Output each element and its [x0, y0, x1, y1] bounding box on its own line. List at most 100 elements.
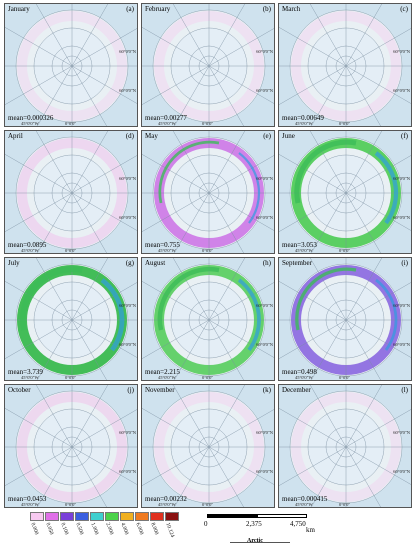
map-panel-june: June (f) mean=3.053 45°0'0"W 0°0'0" 60°0'0"N 6…: [278, 130, 412, 254]
lon-label-left: 45°0'0"W: [158, 375, 176, 380]
lon-label-mid: 0°0'0": [65, 121, 77, 126]
legend-tick-label: 0.000: [29, 522, 40, 536]
month-label: December: [282, 386, 311, 394]
panel-letter: (e): [263, 132, 271, 140]
lon-label-mid: 0°0'0": [339, 502, 351, 507]
lon-label-left: 45°0'0"W: [21, 121, 39, 126]
map-panel-november: November (k) mean=0.00232 45°0'0"W 0°0'0" 60°…: [141, 384, 275, 508]
lat-label-lower: 60°0'0"N: [256, 88, 273, 93]
mean-value: mean=0.00649: [282, 114, 324, 122]
panel-letter: (b): [262, 5, 271, 13]
lon-label-mid: 0°0'0": [65, 375, 77, 380]
scale-label-end: 4,750: [290, 520, 306, 528]
lat-label-lower: 60°0'0"N: [256, 342, 273, 347]
mean-value: mean=0.00232: [145, 495, 187, 503]
graticule-meridian: [279, 409, 411, 486]
map-panel-april: April (d) mean=0.0895 45°0'0"W 0°0'0" 60°0'0"…: [4, 130, 138, 254]
graticule-meridian: [142, 28, 274, 105]
legend-tick-label: 4.000: [119, 522, 130, 536]
month-label: August: [145, 259, 166, 267]
polar-map-may: [142, 131, 274, 253]
vegetation-band-west: [158, 140, 220, 204]
panel-letter: (f): [401, 132, 408, 140]
polar-map-march: [279, 4, 411, 126]
lat-label-lower: 60°0'0"N: [119, 88, 136, 93]
lat-label-lower: 60°0'0"N: [119, 342, 136, 347]
mean-value: mean=3.739: [8, 368, 43, 376]
mean-value: mean=0.000326: [8, 114, 54, 122]
scale-unit: km: [306, 526, 315, 534]
legend-swatch: [150, 512, 164, 521]
legend-tick-label: 0.100: [59, 522, 70, 536]
lat-label-lower: 60°0'0"N: [393, 342, 410, 347]
lon-label-mid: 0°0'0": [202, 121, 214, 126]
month-label: November: [145, 386, 175, 394]
lon-label-mid: 0°0'0": [202, 375, 214, 380]
map-panel-march: March (c) mean=0.00649 45°0'0"W 0°0'0" 60°0'0…: [278, 3, 412, 127]
graticule-meridian: [142, 155, 274, 232]
lat-label-upper: 60°0'0"N: [256, 176, 273, 181]
lon-label-left: 45°0'0"W: [295, 375, 313, 380]
lon-label-mid: 0°0'0": [339, 375, 351, 380]
month-label: October: [8, 386, 31, 394]
graticule-meridian: [142, 409, 274, 486]
lat-label-lower: 60°0'0"N: [393, 88, 410, 93]
lon-label-mid: 0°0'0": [339, 248, 351, 253]
graticule-meridian: [5, 28, 137, 105]
scale-bar-white-segment: [257, 514, 307, 518]
map-panel-august: August (h) mean=2.215 45°0'0"W 0°0'0" 60°0'0"…: [141, 257, 275, 381]
mean-value: mean=3.053: [282, 241, 317, 249]
map-panel-september: September (i) mean=0.498 45°0'0"W 0°0'0" 60°0…: [278, 257, 412, 381]
vegetation-band-east: [238, 152, 261, 224]
polar-map-december: [279, 385, 411, 507]
map-panel-february: February (b) mean=0.00277 45°0'0"W 0°0'0" 60°…: [141, 3, 275, 127]
scale-bar: 0 2,375 4,750 km Arctic: [202, 512, 315, 548]
map-panel-july: July (g) mean=3.739 45°0'0"W 0°0'0" 60°0'0"N 6…: [4, 257, 138, 381]
graticule-meridian: [279, 28, 411, 105]
panel-letter: (k): [262, 386, 271, 394]
lon-label-left: 45°0'0"W: [295, 248, 313, 253]
mean-value: mean=0.755: [145, 241, 180, 249]
vegetation-band-west: [295, 267, 357, 331]
legend-tick-label: 0.050: [44, 522, 55, 536]
panel-letter: (d): [125, 132, 134, 140]
graticule-meridian: [5, 282, 137, 359]
polar-map-june: [279, 131, 411, 253]
scale-label-start: 0: [204, 520, 208, 528]
mean-value: mean=0.498: [282, 368, 317, 376]
lat-label-lower: 60°0'0"N: [256, 215, 273, 220]
graticule-meridian: [5, 409, 137, 486]
month-label: May: [145, 132, 158, 140]
month-label: March: [282, 5, 301, 13]
polar-map-february: [142, 4, 274, 126]
month-label: February: [145, 5, 171, 13]
vegetation-band-east: [100, 278, 125, 352]
scale-label-mid: 2,375: [246, 520, 262, 528]
lon-label-left: 45°0'0"W: [158, 502, 176, 507]
legend-swatch: [60, 512, 74, 521]
legend-tick-label: 8.000: [149, 522, 160, 536]
polar-map-august: [142, 258, 274, 380]
panel-letter: (c): [400, 5, 408, 13]
panel-letter: (l): [401, 386, 408, 394]
panel-letter: (h): [262, 259, 271, 267]
lat-label-upper: 60°0'0"N: [393, 430, 410, 435]
scale-bar-black-segment: [207, 514, 257, 518]
polar-map-july: [5, 258, 137, 380]
lat-label-upper: 60°0'0"N: [393, 49, 410, 54]
lat-label-lower: 60°0'0"N: [393, 469, 410, 474]
scale-divider: [230, 542, 290, 543]
legend-swatch: [135, 512, 149, 521]
vegetation-band-east: [375, 278, 398, 351]
lon-label-left: 45°0'0"W: [158, 248, 176, 253]
lat-label-upper: 60°0'0"N: [119, 303, 136, 308]
polar-map-april: [5, 131, 137, 253]
lat-label-upper: 60°0'0"N: [393, 303, 410, 308]
legend-swatch: [90, 512, 104, 521]
vegetation-band-east: [374, 151, 399, 225]
lon-label-left: 45°0'0"W: [295, 502, 313, 507]
lon-label-mid: 0°0'0": [202, 248, 214, 253]
lat-label-upper: 60°0'0"N: [393, 176, 410, 181]
polar-map-october: [5, 385, 137, 507]
lat-label-upper: 60°0'0"N: [256, 430, 273, 435]
